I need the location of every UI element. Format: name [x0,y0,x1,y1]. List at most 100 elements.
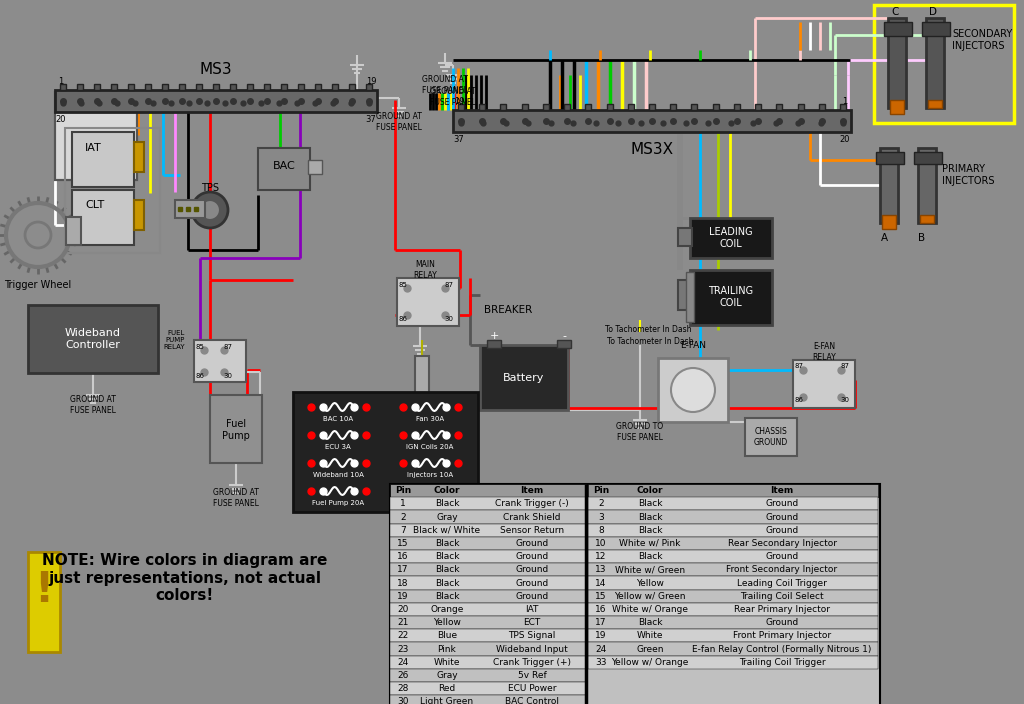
Bar [366,84,372,90]
Bar [588,550,878,563]
Bar [179,84,185,90]
Text: 12: 12 [595,552,606,561]
Text: 3: 3 [598,513,604,522]
Text: Blue: Blue [437,631,457,641]
Text: To Tachometer In Dash: To Tachometer In Dash [607,337,693,346]
Text: Item: Item [520,486,544,495]
Bar [134,142,144,172]
Bar [479,104,485,110]
Bar [690,218,772,258]
Text: Black: Black [638,499,663,508]
Text: Trailing Coil Select: Trailing Coil Select [740,591,824,601]
Text: Yellow: Yellow [636,579,664,588]
Text: Ground: Ground [765,552,799,561]
Text: 13: 13 [595,565,607,574]
Bar [671,104,676,110]
Text: BAC Control: BAC Control [505,697,559,704]
Text: Fuel
Pump: Fuel Pump [222,419,250,441]
Text: Wideband 10A: Wideband 10A [312,472,364,478]
Bar [793,360,855,408]
Bar [713,104,719,110]
Bar [686,272,694,322]
Text: 19: 19 [397,591,409,601]
Bar [876,152,904,164]
Bar [390,524,586,537]
Bar [928,100,942,108]
Bar [134,200,144,230]
Bar [390,550,586,563]
Bar [840,104,846,110]
Text: 19: 19 [454,97,464,106]
Bar [298,84,304,90]
Text: Black: Black [435,552,459,561]
Text: TPS: TPS [201,183,219,193]
Bar [230,84,236,90]
Text: LEADING
COIL: LEADING COIL [710,227,753,249]
Text: Ground: Ground [765,499,799,508]
Bar [390,669,586,682]
Bar [588,577,878,590]
Text: Green: Green [636,644,664,653]
Text: Sensor Return: Sensor Return [500,526,564,535]
Bar [649,104,655,110]
Bar [390,696,586,704]
Bar [628,104,634,110]
Bar [745,418,797,456]
Text: Gray: Gray [436,513,458,522]
Bar [210,395,262,463]
Bar [390,655,586,669]
Circle shape [193,192,228,228]
Text: 17: 17 [595,618,607,627]
Bar [588,603,878,616]
Text: 22: 22 [397,631,409,641]
Text: ECT: ECT [523,618,541,627]
Text: TRAILING
COIL: TRAILING COIL [709,287,754,308]
Bar [77,84,83,90]
Bar [145,84,151,90]
Bar [501,104,507,110]
Text: 30: 30 [444,316,454,322]
Text: 37: 37 [454,135,464,144]
Bar [755,104,761,110]
Text: 24: 24 [397,658,409,667]
Bar [397,278,459,326]
Text: Red: Red [438,684,456,693]
Text: Crank Trigger (+): Crank Trigger (+) [493,658,571,667]
Text: To Tachometer In Dash: To Tachometer In Dash [605,325,691,334]
Bar [776,104,782,110]
Text: Trailing Coil Trigger: Trailing Coil Trigger [738,658,825,667]
Bar [588,655,878,669]
Text: Fuel Pump 20A: Fuel Pump 20A [312,500,365,506]
Bar [332,84,338,90]
Bar [588,497,878,510]
Text: TPS Signal: TPS Signal [508,631,556,641]
Bar [55,90,377,112]
Text: Yellow w/ Orange: Yellow w/ Orange [611,658,689,667]
Text: -: - [562,331,566,341]
Text: 85: 85 [196,344,205,350]
Text: 86: 86 [398,316,408,322]
Text: Orange: Orange [430,605,464,614]
Bar [72,132,134,187]
Text: 23: 23 [397,644,409,653]
Text: White w/ Pink: White w/ Pink [620,539,681,548]
Bar [390,484,586,497]
Text: PRIMARY
INJECTORS: PRIMARY INJECTORS [942,164,994,186]
Text: Black: Black [638,513,663,522]
Bar [588,510,878,524]
Text: SECONDARY
INJECTORS: SECONDARY INJECTORS [952,29,1013,51]
Bar [888,18,906,108]
Circle shape [200,200,220,220]
Text: 19: 19 [366,77,376,87]
Bar [94,84,100,90]
Bar [480,345,568,410]
Bar [315,84,321,90]
Text: Color: Color [434,486,460,495]
Text: D: D [929,7,937,17]
Text: Ground: Ground [765,618,799,627]
Text: White: White [434,658,460,667]
Bar [258,148,310,190]
Text: 7: 7 [400,526,406,535]
Bar [415,356,429,408]
Text: 16: 16 [595,605,607,614]
